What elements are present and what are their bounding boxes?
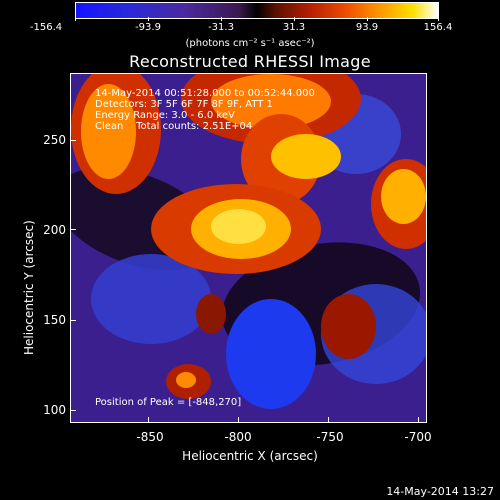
image-blob [91,254,211,344]
y-tickmark [70,410,76,411]
image-blob [381,169,426,224]
colorbar-tick-label: -93.9 [135,22,161,33]
image-blob [321,294,376,359]
info-detectors: Detectors: 3F 5F 6F 7F 8F 9F, ATT 1 [95,99,273,110]
plot-title: Reconstructed RHESSI Image [129,52,371,71]
x-tick-label: -850 [136,430,164,444]
colorbar-units: (photons cm⁻² s⁻¹ asec⁻²) [185,38,315,49]
y-tickmark [70,320,76,321]
x-tick-label: -750 [316,430,344,444]
x-tickmark [328,417,329,423]
rhessi-image [70,73,427,423]
colorbar-tick-label: 93.9 [355,22,379,33]
plot-timestamp: 14-May-2014 13:27 [386,485,494,498]
info-time-range: 14-May-2014 00:51:28.000 to 00:52:44.000 [95,88,315,99]
colorbar-tick-label: 31.3 [282,22,306,33]
y-tick-label: 150 [43,313,66,327]
info-clean-counts: Clean Total counts: 2.51E+04 [95,121,253,132]
image-blob [81,84,136,179]
colorbar-tick-label: -156.4 [29,22,63,33]
info-energy-range: Energy Range: 3.0 - 6.0 keV [95,110,235,121]
x-tick-label: -700 [404,430,432,444]
image-blob [271,134,341,179]
colorbar-tickmark [148,17,149,21]
image-blob [196,294,226,334]
image-blob [211,209,266,244]
colorbar-tickmark [367,17,368,21]
image-blob [226,299,316,409]
colorbar [75,2,439,19]
info-peak-position: Position of Peak = [-848,270] [95,397,242,408]
x-tick-label: -800 [224,430,252,444]
y-tick-label: 250 [43,133,66,147]
x-axis-label: Heliocentric X (arcsec) [182,449,318,463]
colorbar-tickmark [75,17,76,21]
image-blob [176,372,196,388]
x-tickmark [418,417,419,423]
x-tickmark [238,417,239,423]
colorbar-tickmark [221,17,222,21]
y-axis-label: Heliocentric Y (arcsec) [22,220,36,355]
colorbar-tickmark [438,17,439,21]
colorbar-tickmark [294,17,295,21]
y-tick-label: 100 [43,403,66,417]
colorbar-tick-label: 156.4 [423,22,453,33]
y-tickmark [70,229,76,230]
y-tickmark [70,140,76,141]
x-tickmark [148,417,149,423]
colorbar-tick-label: -31.3 [208,22,234,33]
y-tick-label: 200 [43,223,66,237]
